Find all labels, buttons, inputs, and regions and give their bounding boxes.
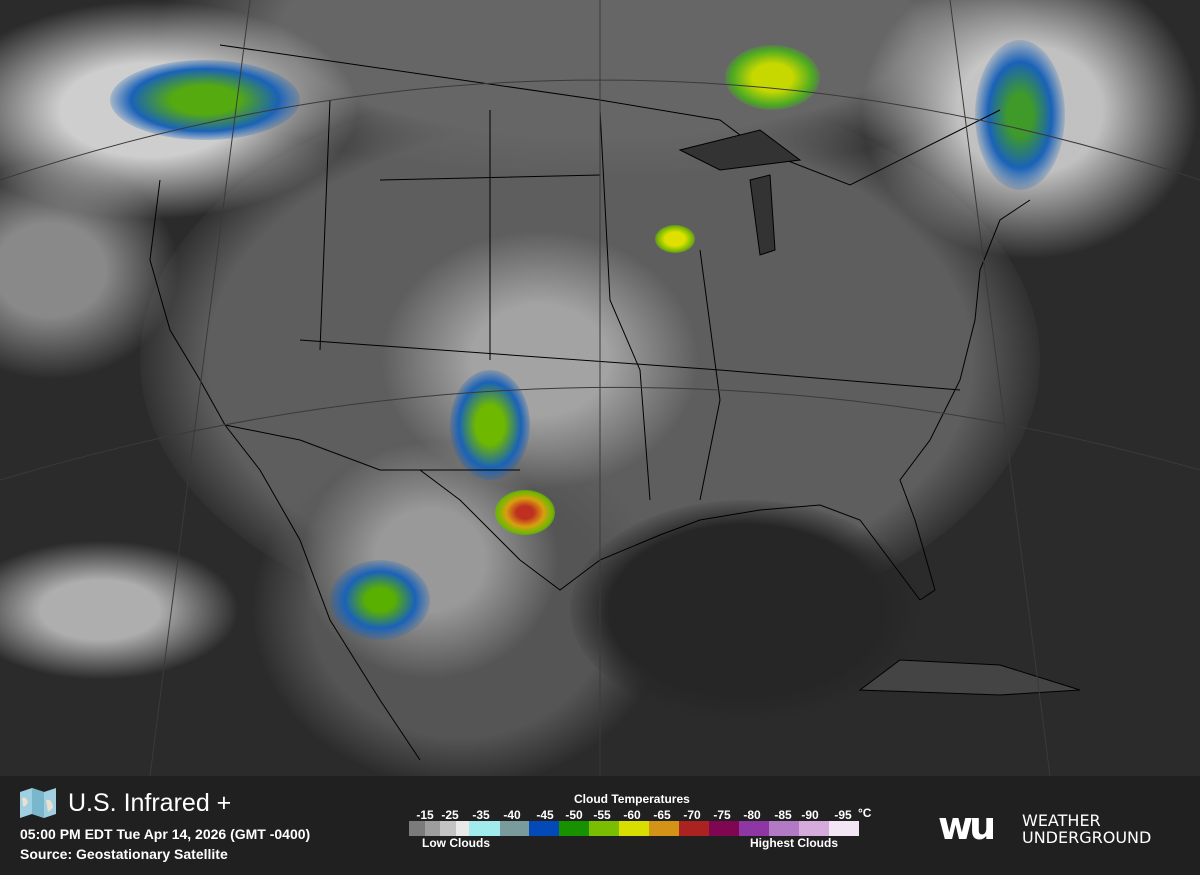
legend-swatch bbox=[799, 821, 829, 836]
legend-swatch bbox=[769, 821, 799, 836]
legend-swatch bbox=[409, 821, 425, 836]
legend-tick-label: -50 bbox=[565, 808, 583, 822]
legend-tick-label: -45 bbox=[536, 808, 554, 822]
graticule bbox=[0, 0, 1200, 776]
folded-map-icon bbox=[20, 788, 56, 818]
legend-tick-label: -80 bbox=[743, 808, 761, 822]
storm-washington bbox=[110, 60, 300, 140]
legend-tick-label: -40 bbox=[503, 808, 521, 822]
legend-swatch bbox=[529, 821, 559, 836]
storm-texas bbox=[495, 490, 555, 535]
legend-tick-label: -35 bbox=[472, 808, 490, 822]
legend-swatch bbox=[559, 821, 589, 836]
cloud-mexico bbox=[300, 440, 560, 680]
legend-swatch bbox=[589, 821, 619, 836]
legend-swatch bbox=[469, 821, 500, 836]
footer-bar: U.S. Infrared + 05:00 PM EDT Tue Apr 14,… bbox=[0, 776, 1200, 875]
satellite-map[interactable] bbox=[0, 0, 1200, 776]
logo-line-1: WEATHER bbox=[1022, 811, 1101, 830]
legend-tick-label: -60 bbox=[623, 808, 641, 822]
legend-swatch bbox=[425, 821, 440, 836]
legend-tick-label: -85 bbox=[774, 808, 792, 822]
legend-tick-label: -90 bbox=[801, 808, 819, 822]
legend-swatch bbox=[649, 821, 679, 836]
legend-title: Cloud Temperatures bbox=[574, 792, 690, 806]
gulf-of-mexico bbox=[570, 500, 920, 720]
legend-high-label: Highest Clouds bbox=[750, 836, 839, 850]
storm-ontario bbox=[725, 45, 820, 110]
legend-tick-label: -75 bbox=[713, 808, 731, 822]
storm-iowa bbox=[655, 225, 695, 253]
cloud-southwest-pacific bbox=[0, 540, 240, 680]
legend-tick-label: -25 bbox=[441, 808, 459, 822]
legend-swatch bbox=[456, 821, 469, 836]
cuba bbox=[858, 659, 1081, 696]
legend-swatch bbox=[500, 821, 529, 836]
legend-swatch bbox=[679, 821, 709, 836]
state-line bbox=[299, 99, 961, 501]
west-coast bbox=[149, 179, 421, 761]
us-canada-border bbox=[219, 44, 1001, 186]
legend-tick-label: -70 bbox=[683, 808, 701, 822]
storm-oklahoma bbox=[450, 370, 530, 480]
logo-mark: wu bbox=[938, 804, 996, 848]
legend-low-label: Low Clouds bbox=[422, 836, 490, 850]
legend-swatch bbox=[440, 821, 456, 836]
logo-text: WEATHER UNDERGROUND bbox=[1022, 812, 1151, 846]
logo-line-2: UNDERGROUND bbox=[1022, 828, 1152, 847]
legend-swatch bbox=[829, 821, 859, 836]
legend-swatch bbox=[619, 821, 649, 836]
storm-mexico bbox=[330, 560, 430, 640]
legend-tick-label: -95 bbox=[834, 808, 852, 822]
timestamp: 05:00 PM EDT Tue Apr 14, 2026 (GMT -0400… bbox=[20, 826, 311, 842]
legend-unit: °C bbox=[858, 806, 872, 820]
lake-michigan bbox=[749, 174, 776, 256]
legend-swatch bbox=[709, 821, 739, 836]
legend-color-bar bbox=[409, 821, 859, 836]
weather-underground-logo[interactable]: wu WEATHER UNDERGROUND bbox=[938, 806, 1178, 850]
legend-swatch bbox=[739, 821, 769, 836]
lake-superior bbox=[678, 129, 802, 171]
legend-tick-label: -65 bbox=[653, 808, 671, 822]
us-mexico-border bbox=[224, 424, 521, 561]
boundary-lines bbox=[0, 0, 1200, 776]
source-text: Source: Geostationary Satellite bbox=[20, 846, 228, 862]
gulf-coast bbox=[519, 199, 1031, 601]
page-title[interactable]: U.S. Infrared + bbox=[68, 789, 232, 817]
legend-tick-label: -55 bbox=[593, 808, 611, 822]
legend-tick-label: -15 bbox=[416, 808, 434, 822]
